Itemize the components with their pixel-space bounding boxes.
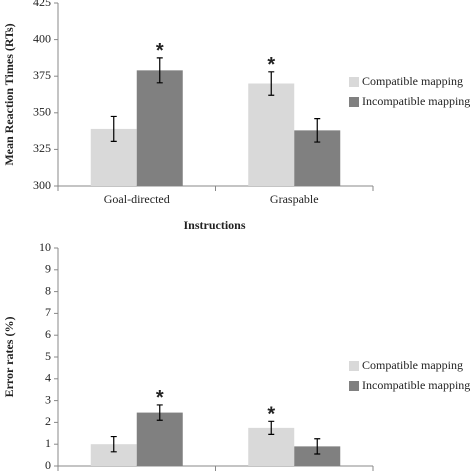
legend-swatch	[349, 97, 359, 107]
y-tick-label: 425	[33, 0, 51, 9]
y-tick-label: 325	[33, 141, 51, 155]
y-axis-label: Mean Reaction Times (RTs)	[2, 23, 16, 165]
legend-swatch	[349, 361, 359, 371]
y-tick-label: 1	[45, 436, 51, 450]
significance-star: *	[267, 54, 275, 76]
y-tick-label: 375	[33, 68, 51, 82]
bar	[136, 412, 183, 466]
significance-star: *	[267, 404, 275, 426]
error-bar	[110, 435, 117, 453]
legend-swatch	[349, 381, 359, 391]
error-bar	[314, 438, 321, 455]
error-bar	[314, 118, 321, 143]
y-tick-label: 10	[39, 240, 51, 254]
x-axis-label: Instructions	[183, 218, 245, 232]
x-tick-label: Goal-directed	[104, 192, 170, 206]
y-tick-label: 400	[33, 31, 51, 45]
significance-star: *	[156, 40, 164, 62]
y-tick-label: 2	[45, 414, 51, 428]
y-axis-label: Error rates (%)	[2, 317, 16, 398]
error-bar	[268, 71, 275, 96]
bar	[294, 446, 341, 466]
error-bar	[268, 420, 275, 435]
bar	[136, 70, 183, 186]
error-bar	[110, 115, 117, 142]
y-tick-label: 350	[33, 105, 51, 119]
error-bar	[156, 404, 163, 421]
legend-label: Incompatible mapping	[362, 378, 470, 392]
legend-swatch	[349, 77, 359, 87]
y-tick-label: 6	[45, 327, 51, 341]
y-tick-label: 3	[45, 392, 51, 406]
legend-label: Compatible mapping	[362, 358, 463, 372]
y-tick-label: 7	[45, 305, 51, 319]
y-tick-label: 9	[45, 262, 51, 276]
significance-star: *	[156, 387, 164, 409]
legend-label: Compatible mapping	[362, 74, 463, 88]
y-tick-label: 4	[45, 371, 51, 385]
bar	[90, 444, 137, 466]
bar	[248, 83, 295, 186]
legend-label: Incompatible mapping	[362, 94, 470, 108]
error-bar	[156, 57, 163, 84]
y-tick-label: 5	[45, 349, 51, 363]
y-tick-label: 8	[45, 283, 51, 297]
x-tick-label: Graspable	[270, 192, 319, 206]
y-tick-label: 0	[45, 458, 51, 472]
y-tick-label: 300	[33, 178, 51, 192]
